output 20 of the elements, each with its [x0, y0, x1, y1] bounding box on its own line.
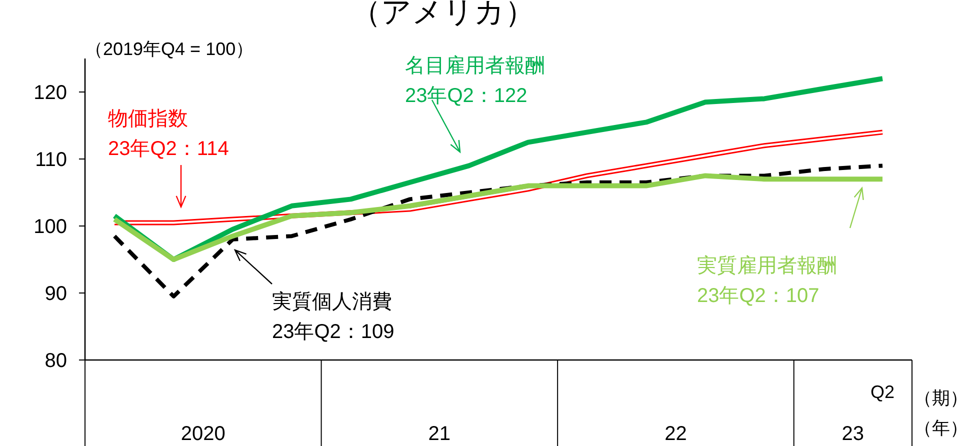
y-tick-label: 110	[35, 149, 67, 171]
text: 23	[842, 423, 864, 445]
y-tick-label: 80	[44, 350, 67, 372]
text: 名目雇用者報酬	[405, 55, 545, 77]
text: 22	[664, 423, 687, 445]
text: 2020	[180, 423, 226, 445]
chart-title: （アメリカ）	[351, 0, 535, 29]
annotation: 23年Q2：122	[405, 85, 528, 107]
annotation: 23年Q2：107	[697, 285, 820, 307]
y-tick-label: 120	[34, 82, 67, 104]
text: 21	[428, 423, 451, 445]
x-tick-label: Q2	[870, 382, 894, 402]
text: （期）	[914, 388, 966, 408]
y-axis-title: （2019年Q4 = 100）	[85, 39, 254, 59]
text: （年）	[914, 418, 966, 438]
legend-label: 実質個人消費	[272, 290, 392, 313]
y-tick-label: 100	[34, 216, 67, 238]
annotation: 23年Q2：109	[272, 321, 394, 343]
y-tick-label: 90	[44, 283, 67, 305]
text: 物価指数	[108, 108, 188, 130]
